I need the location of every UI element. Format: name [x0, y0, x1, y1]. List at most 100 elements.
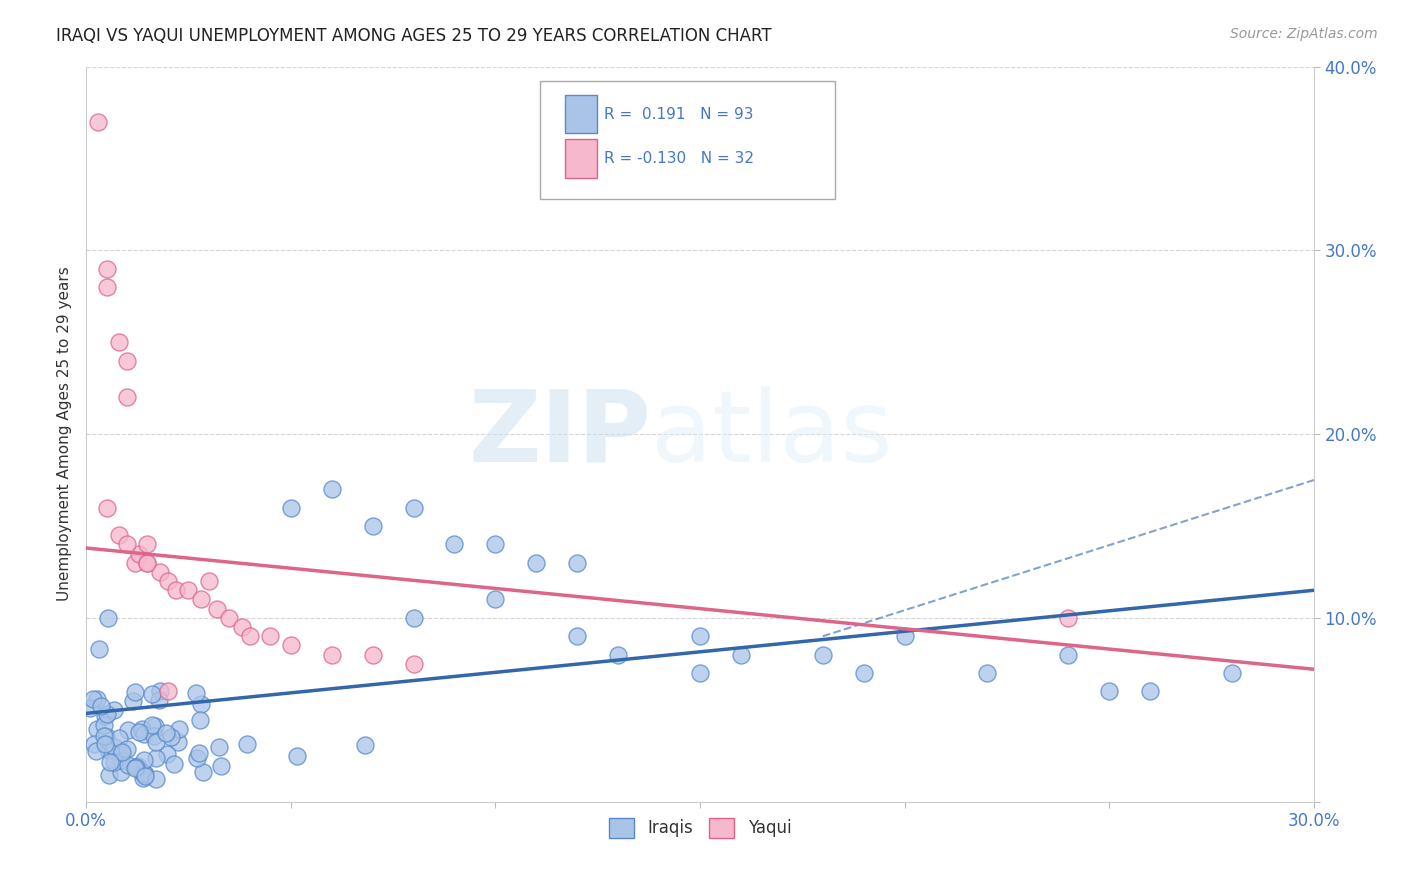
Point — [1139, 684, 1161, 698]
Text: Source: ZipAtlas.com: Source: ZipAtlas.com — [1230, 27, 1378, 41]
Point — [353, 738, 375, 752]
Point — [239, 629, 262, 643]
Point — [87, 641, 110, 656]
FancyBboxPatch shape — [565, 139, 598, 178]
Text: atlas: atlas — [651, 385, 893, 483]
FancyBboxPatch shape — [540, 81, 835, 199]
Point — [103, 740, 125, 755]
Point — [86, 692, 108, 706]
Point — [108, 335, 131, 350]
Point — [110, 746, 132, 760]
Point — [143, 719, 166, 733]
Point — [149, 683, 172, 698]
Point — [607, 648, 630, 662]
Point — [142, 729, 165, 743]
Point — [86, 722, 108, 736]
Point — [108, 731, 131, 745]
Text: IRAQI VS YAQUI UNEMPLOYMENT AMONG AGES 25 TO 29 YEARS CORRELATION CHART: IRAQI VS YAQUI UNEMPLOYMENT AMONG AGES 2… — [56, 27, 772, 45]
Point — [141, 718, 163, 732]
Point — [156, 574, 179, 588]
FancyBboxPatch shape — [565, 95, 598, 134]
Point — [115, 742, 138, 756]
Point — [1057, 648, 1080, 662]
Text: ZIP: ZIP — [468, 385, 651, 483]
Point — [1220, 665, 1243, 680]
Text: R =  0.191   N = 93: R = 0.191 N = 93 — [605, 107, 754, 122]
Point — [443, 537, 465, 551]
Point — [186, 751, 208, 765]
Point — [976, 665, 998, 680]
Legend: Iraqis, Yaqui: Iraqis, Yaqui — [602, 811, 799, 845]
Point — [145, 751, 167, 765]
Point — [124, 761, 146, 775]
Point — [852, 665, 875, 680]
Point — [156, 684, 179, 698]
Point — [131, 764, 153, 779]
Point — [117, 758, 139, 772]
Point — [402, 611, 425, 625]
Point — [108, 749, 131, 764]
Point — [90, 698, 112, 713]
Point — [96, 729, 118, 743]
Point — [124, 684, 146, 698]
Point — [127, 759, 149, 773]
Point — [149, 565, 172, 579]
Point — [280, 500, 302, 515]
Point — [136, 556, 159, 570]
Point — [97, 743, 120, 757]
Point — [190, 592, 212, 607]
Point — [122, 693, 145, 707]
Point — [97, 611, 120, 625]
Point — [131, 723, 153, 737]
Point — [188, 713, 211, 727]
Point — [163, 757, 186, 772]
Point — [117, 723, 139, 737]
Point — [145, 735, 167, 749]
Point — [124, 556, 146, 570]
Point — [893, 629, 915, 643]
Point — [136, 556, 159, 570]
Point — [177, 583, 200, 598]
Point — [128, 725, 150, 739]
Point — [167, 722, 190, 736]
Point — [190, 697, 212, 711]
Point — [187, 746, 209, 760]
Point — [402, 657, 425, 671]
Point — [110, 765, 132, 780]
Point — [402, 500, 425, 515]
Point — [484, 592, 506, 607]
Point — [186, 685, 208, 699]
Point — [361, 519, 384, 533]
Point — [108, 528, 131, 542]
Point — [96, 261, 118, 276]
Point — [98, 768, 121, 782]
Point — [167, 735, 190, 749]
Point — [103, 703, 125, 717]
Point — [96, 707, 118, 722]
Point — [87, 114, 110, 128]
Point — [231, 620, 253, 634]
Point — [93, 729, 115, 743]
Point — [285, 748, 308, 763]
Point — [1057, 611, 1080, 625]
Point — [145, 772, 167, 786]
Point — [484, 537, 506, 551]
Point — [567, 629, 589, 643]
Point — [141, 687, 163, 701]
Point — [193, 765, 215, 780]
Point — [136, 537, 159, 551]
Point — [160, 730, 183, 744]
Point — [1098, 684, 1121, 698]
Point — [84, 744, 107, 758]
Point — [148, 693, 170, 707]
Point — [94, 709, 117, 723]
Point — [132, 766, 155, 780]
Point — [125, 760, 148, 774]
Point — [132, 727, 155, 741]
Point — [103, 755, 125, 769]
Point — [730, 648, 752, 662]
Point — [115, 537, 138, 551]
Point — [96, 280, 118, 294]
Point — [689, 629, 711, 643]
Point — [165, 583, 187, 598]
